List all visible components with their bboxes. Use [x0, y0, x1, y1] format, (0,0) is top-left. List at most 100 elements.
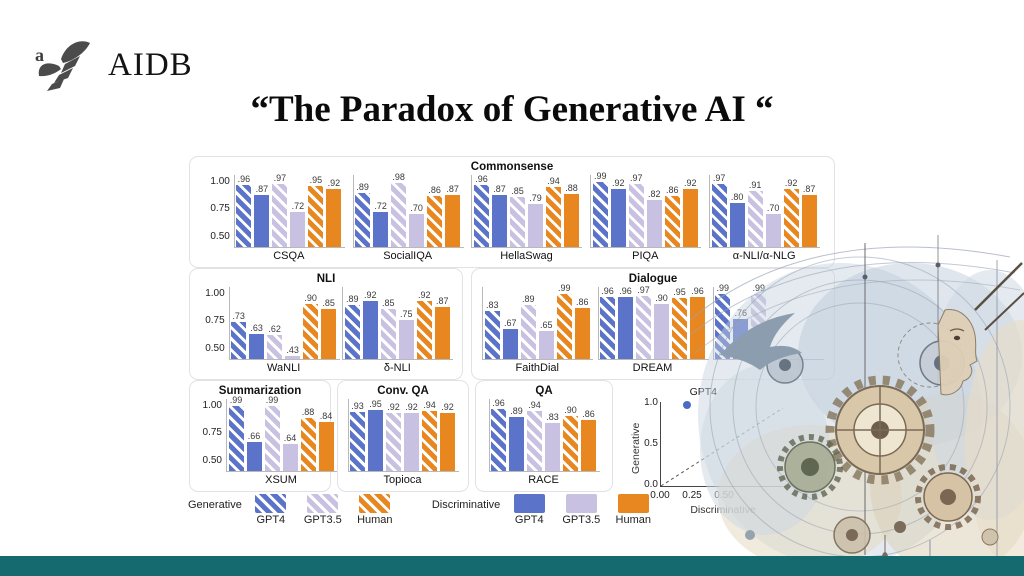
dataset-label: SocialIQA — [383, 250, 433, 262]
legend-item-generative-gpt4: GPT4 — [248, 494, 294, 526]
bar-value: .83 — [485, 300, 499, 311]
bar-human-discriminative — [682, 189, 698, 247]
bar-gpt3.5-discriminative — [285, 355, 301, 359]
bar-value: .76 — [734, 308, 747, 319]
bar-value: .97 — [630, 172, 643, 183]
plot-area: .96 .87 .85 .79 .94 .88 — [471, 173, 583, 248]
bar-gpt3.5-discriminative — [538, 331, 554, 359]
bar-human-generative — [308, 186, 324, 247]
bar-value: .99 — [752, 282, 765, 293]
y-tick: 1.00 — [205, 287, 225, 299]
plot-column: .96 .87 .97 .72 .95 .92 CSQA — [233, 173, 345, 263]
bar-gpt4-generative — [715, 293, 731, 359]
plot-column: .89 .92 .85 .75 .92 .87 δ-NLI — [342, 287, 454, 375]
bar-human-generative — [416, 301, 432, 359]
plot-area: .96 .87 .97 .72 .95 .92 — [233, 173, 345, 248]
bar-human-generative — [672, 298, 687, 359]
bar-value: .87 — [802, 183, 816, 194]
bar-value: .88 — [565, 182, 578, 193]
bar-gpt4-discriminative — [249, 333, 265, 359]
plot-column: .99 .92 .97 .82 .86 .92 PIQA — [590, 171, 702, 263]
panel-title: QA — [535, 385, 553, 397]
bar-gpt4-discriminative — [491, 194, 507, 247]
panel-title: Dialogue — [628, 273, 678, 285]
chart-α-NLI/α-NLG: .97 .80 .91 .70 .92 .87 α-NLI/α-NLG — [709, 173, 821, 263]
bar-human-generative — [563, 415, 578, 471]
bar-value: .92 — [441, 402, 454, 413]
bar-gpt4-discriminative — [362, 301, 378, 359]
chart-row-commonsense: Commonsense 1.00 0.75 0.50.96.87.97.72.95.9… — [189, 156, 835, 268]
chart-δ-NLI: .89 .92 .85 .75 .92 .87 δ-NLI — [342, 287, 454, 375]
scatter-x-tick: 0.00 — [650, 490, 670, 501]
bar-human-discriminative — [581, 420, 596, 471]
scatter-x-tick: 0.25 — [682, 490, 702, 501]
scatter-y-tick: 1.0 — [644, 397, 658, 408]
y-tick: 1.00 — [202, 399, 222, 411]
bar-value: .43 — [286, 344, 299, 355]
bar-gpt4-discriminative — [610, 189, 626, 247]
legend-item-discriminative-gpt4: GPT4 — [506, 494, 552, 526]
plot-area: .99 .66 .99 .64 .88 .84 — [226, 395, 337, 472]
chart-WaNLI: 1.00 0.75 0.50 .73 .63 .62 .43 .90 .85 WaNLI — [199, 287, 340, 375]
chart-row-nli-dialogue: NLI 1.00 0.75 0.50 .73 .63 .62 .43 .90 .85 WaNLI .8… — [189, 268, 835, 380]
chart-hidden: .99 .76 .99 — [712, 283, 824, 375]
plot-area: .89 .92 .85 .75 .92 .87 — [342, 287, 454, 360]
dataset-label: FaithDial — [515, 362, 559, 374]
y-tick: 0.50 — [202, 454, 222, 466]
legend-entry-label: GPT4 — [256, 514, 286, 526]
bar-value: .63 — [250, 322, 263, 333]
charts-row: 1.00 0.75 0.50 .73 .63 .62 .43 .90 .85 WaNLI .89 .9… — [196, 287, 456, 375]
chart-XSUM: 1.00 0.75 0.50 .99 .66 .99 .64 .88 .84 XSUM — [196, 395, 337, 487]
bar-value: .72 — [291, 200, 305, 211]
bar-gpt4-generative — [344, 304, 360, 359]
legend-entry-label: GPT3.5 — [562, 514, 601, 526]
chart-row-summarization-qa: Summarization 1.00 0.75 0.50 .99 .66 .99 .64 .88… — [189, 380, 613, 492]
bar-value: .84 — [319, 411, 333, 422]
bar-human-generative — [664, 196, 680, 247]
bar-gpt3.5-generative — [751, 293, 767, 359]
plot-area: .96 .96 .97 .90 .95 .96 — [597, 285, 709, 360]
bar-gpt3.5-discriminative — [646, 200, 662, 247]
bar-value: .99 — [557, 282, 571, 293]
bar-value: .92 — [327, 178, 341, 189]
chart-FaithDial: .83 .67 .89 .65 .99 .86 FaithDial — [482, 283, 594, 375]
plot-column: .96 .96 .97 .90 .95 .96 DREAM — [597, 285, 709, 375]
plot-column: .73 .63 .62 .43 .90 .85 WaNLI — [228, 287, 340, 375]
plot-area: .73 .63 .62 .43 .90 .85 — [228, 287, 340, 360]
bar-gpt3.5-discriminative — [404, 413, 419, 471]
bar-human-discriminative — [563, 193, 579, 247]
gpt4-solid-swatch — [513, 494, 545, 513]
bar-human-discriminative — [690, 296, 705, 359]
bar-gpt4-discriminative — [254, 194, 270, 247]
bar-human-discriminative — [318, 422, 334, 471]
bar-value: .95 — [309, 175, 323, 186]
bar-value: .73 — [232, 311, 245, 322]
bar-gpt4-generative — [355, 192, 371, 247]
bar-gpt4-generative — [491, 408, 506, 471]
bar-gpt4-discriminative — [502, 329, 518, 359]
bar-human-discriminative — [445, 194, 461, 247]
bar-value: .95 — [673, 287, 686, 298]
bar-gpt4-discriminative — [368, 410, 383, 471]
bar-gpt3.5-generative — [628, 183, 644, 247]
plot-area: .99 .92 .97 .82 .86 .92 — [590, 171, 702, 248]
bar-value: .96 — [475, 173, 488, 184]
y-tick: 0.75 — [205, 315, 225, 327]
y-tick: 0.50 — [210, 230, 230, 242]
scatter-x-axis-label: Discriminative — [690, 504, 756, 516]
bar-gpt3.5-generative — [264, 405, 280, 471]
bar-gpt3.5-generative — [272, 183, 288, 247]
gpt35-hatched-swatch — [307, 494, 339, 513]
bar-value: .86 — [428, 185, 441, 196]
bar-human-discriminative — [440, 413, 455, 471]
panel-commonsense: Commonsense 1.00 0.75 0.50.96.87.97.72.95.9… — [189, 156, 835, 268]
bar-human-discriminative — [326, 189, 342, 247]
logo: a AIDB — [34, 36, 193, 94]
plot-column: .99 .66 .99 .64 .88 .84 XSUM — [226, 395, 337, 487]
panel-summarization: Summarization 1.00 0.75 0.50 .99 .66 .99 .64 .88… — [189, 380, 337, 492]
bar-value: .94 — [547, 176, 560, 187]
gpt4-hatched-swatch — [255, 494, 287, 513]
bar-gpt4-discriminative — [246, 442, 262, 471]
scatter-x-tick: 0.50 — [714, 490, 734, 501]
page-title: “The Paradox of Generative AI “ — [250, 89, 774, 130]
